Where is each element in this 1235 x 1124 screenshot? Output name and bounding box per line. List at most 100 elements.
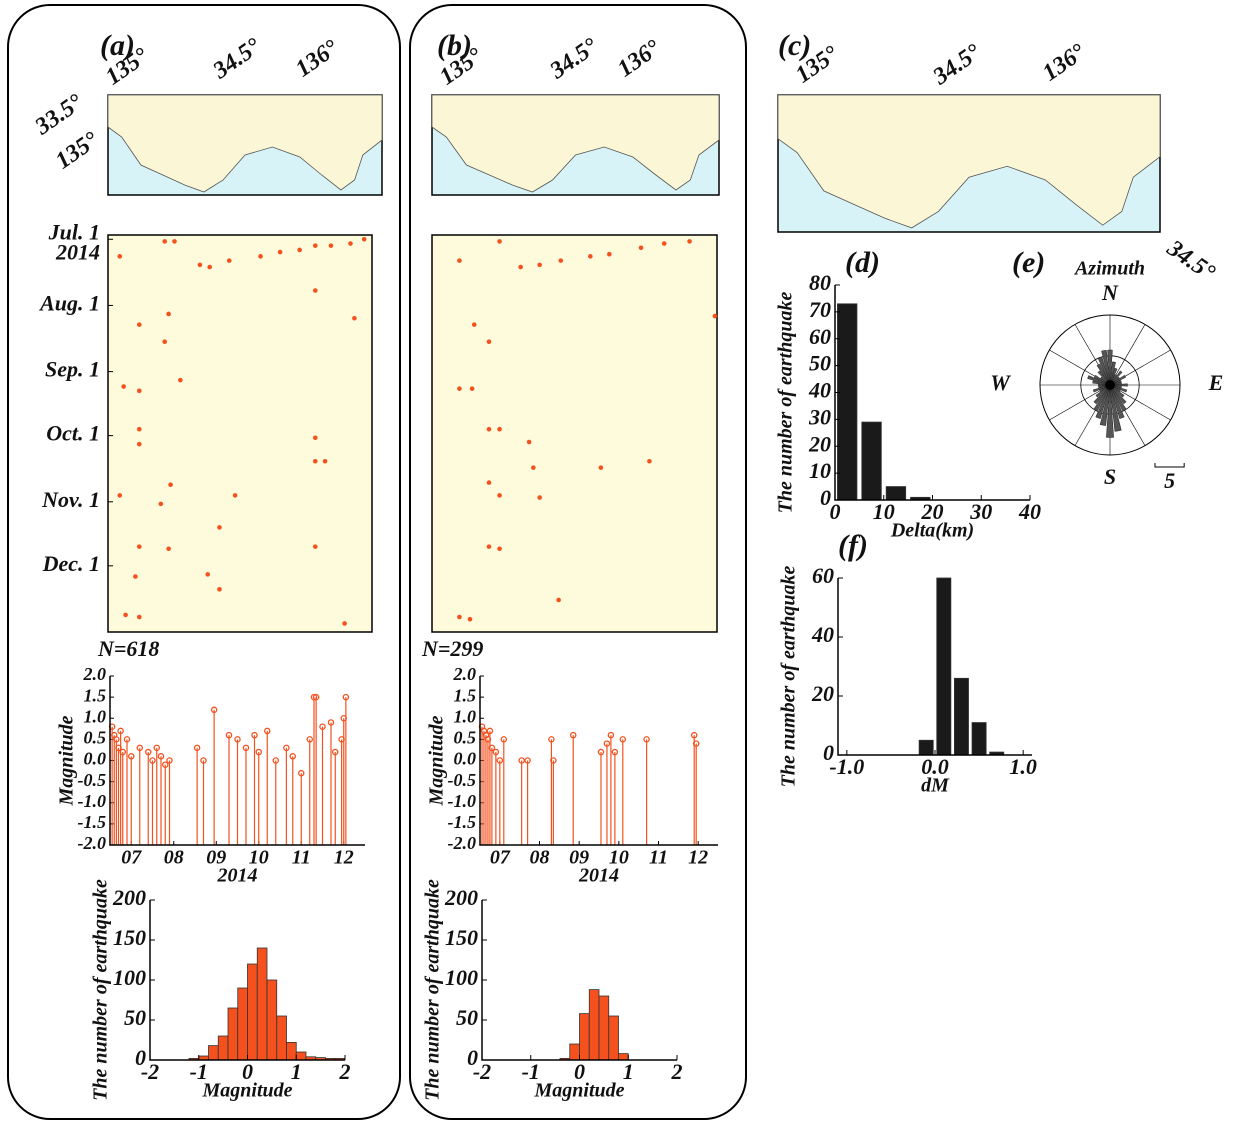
- x-tick-label: 1: [291, 1059, 302, 1084]
- y-tick-label: 2.0: [453, 664, 477, 684]
- x-tick-label: -1.0: [829, 754, 864, 779]
- event-point: [136, 544, 142, 549]
- y-tick-label: 0: [820, 485, 831, 510]
- y-axis-label: The number of earthquake: [775, 292, 797, 514]
- histogram-bar: [918, 739, 934, 756]
- event-point: [497, 426, 502, 432]
- map-top-label: 34.5°: [208, 33, 266, 85]
- event-point: [469, 386, 475, 391]
- stem-head: [210, 706, 218, 714]
- y-tick-label: 0: [135, 1045, 146, 1070]
- histogram-bar: [217, 1035, 229, 1061]
- stem-head: [692, 740, 700, 747]
- stem-head: [306, 736, 313, 743]
- event-point: [712, 313, 718, 319]
- y-tick-label: 60: [812, 563, 834, 588]
- event-point: [526, 439, 532, 445]
- x-tick-label: 10: [873, 499, 895, 524]
- stem-head: [157, 753, 165, 760]
- stem-head: [484, 736, 492, 743]
- histogram-bar: [276, 1015, 287, 1061]
- y-axis-label: Magnitude: [56, 715, 78, 806]
- histogram-bar: [227, 1007, 239, 1061]
- event-point: [258, 254, 263, 259]
- histogram-bar: [936, 577, 952, 756]
- y-tick-label: 70: [809, 297, 831, 322]
- count-label: N=618: [97, 636, 159, 661]
- y-tick-label: 1.5: [84, 685, 107, 705]
- histogram-bar: [608, 1015, 619, 1061]
- x-tick-label: 10: [609, 847, 629, 869]
- y-tick-label: 40: [808, 378, 831, 403]
- x-tick-label: -2: [141, 1059, 159, 1084]
- event-point: [207, 264, 212, 270]
- x-axis-label: dM: [921, 775, 950, 797]
- rose-petal: [1093, 384, 1111, 412]
- y-axis-label: The number of earthquake: [90, 879, 112, 1101]
- x-tick-label: 07: [490, 847, 511, 869]
- rose-petal: [1109, 384, 1125, 419]
- y-tick-label: Jul. 1: [48, 219, 100, 244]
- scale-bar: [1154, 463, 1185, 468]
- stem-head: [611, 748, 619, 756]
- event-point: [497, 546, 502, 552]
- count-label: N=299: [421, 636, 483, 661]
- x-tick-label: 0: [574, 1059, 585, 1084]
- event-point: [166, 311, 171, 317]
- histogram-bar: [837, 303, 858, 501]
- panel-label: (d): [845, 246, 880, 279]
- stem-head: [619, 736, 627, 743]
- event-point: [558, 258, 564, 263]
- x-tick-label: 30: [969, 499, 992, 524]
- y-tick-label: 200: [112, 885, 146, 910]
- rose-petal: [1098, 383, 1111, 387]
- y-tick-label: 50: [809, 351, 831, 376]
- axis: [837, 578, 1032, 756]
- rose-petal: [1107, 349, 1113, 386]
- y-tick-label: 50: [124, 1005, 146, 1030]
- histogram-bar: [256, 947, 268, 1061]
- event-point: [328, 243, 334, 248]
- histogram-bar: [885, 486, 907, 501]
- y-tick-label: Aug. 1: [38, 290, 100, 315]
- stem-head: [127, 753, 135, 760]
- y-tick-label: 200: [444, 885, 478, 910]
- y-axis-label: The number of earthquake: [778, 566, 800, 788]
- event-point: [172, 239, 177, 244]
- event-point: [136, 441, 142, 447]
- event-point: [647, 458, 652, 464]
- event-point: [607, 251, 612, 257]
- stem-head: [569, 731, 577, 739]
- stem-head: [117, 727, 124, 735]
- stem-head: [597, 748, 605, 756]
- event-point: [168, 482, 173, 488]
- event-point: [598, 465, 604, 470]
- y-tick-label: -1.5: [78, 812, 107, 832]
- y-tick-label: 1.0: [84, 706, 107, 726]
- stem-head: [251, 731, 258, 739]
- map-land: [777, 94, 1161, 229]
- event-point: [471, 322, 477, 327]
- stem-head: [488, 744, 496, 752]
- y-tick-label: 0.0: [84, 749, 107, 769]
- event-point: [136, 388, 142, 394]
- histogram-bar: [208, 1045, 219, 1061]
- x-tick-label: 11: [649, 847, 668, 869]
- event-point: [117, 493, 123, 498]
- y-tick-label: -0.5: [78, 770, 107, 790]
- stem-head: [166, 757, 173, 764]
- event-point: [277, 249, 283, 255]
- rose-petal: [1096, 363, 1111, 386]
- histogram-bar: [598, 995, 610, 1061]
- y-tick-label: 0.5: [454, 728, 477, 748]
- map-top-label: 136°: [1038, 39, 1091, 87]
- panel-label: (e): [1012, 246, 1045, 279]
- event-point: [121, 384, 126, 389]
- x-tick-label: 08: [530, 847, 550, 869]
- event-point: [687, 239, 692, 244]
- event-point: [537, 262, 542, 268]
- stem-head: [518, 757, 525, 764]
- stem-head: [113, 736, 120, 743]
- x-tick-label: 12: [688, 847, 708, 869]
